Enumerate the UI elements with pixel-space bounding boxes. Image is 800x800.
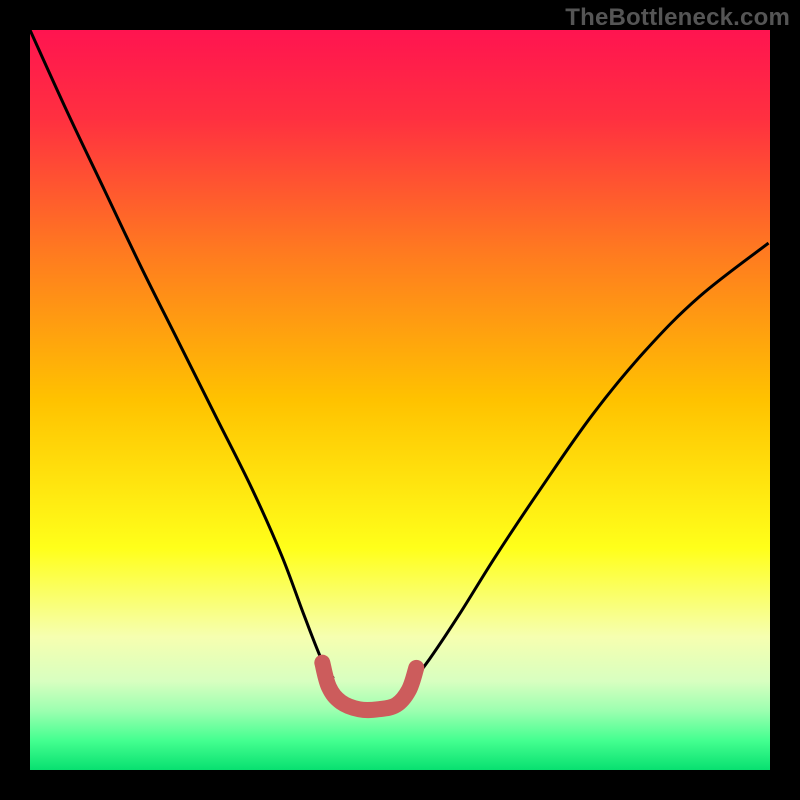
chart-plot-area bbox=[30, 30, 770, 770]
watermark-text: TheBottleneck.com bbox=[565, 4, 790, 32]
right-curve bbox=[415, 243, 769, 678]
left-curve bbox=[30, 30, 333, 678]
chart-curves bbox=[30, 30, 770, 770]
valley-segment bbox=[322, 663, 416, 710]
